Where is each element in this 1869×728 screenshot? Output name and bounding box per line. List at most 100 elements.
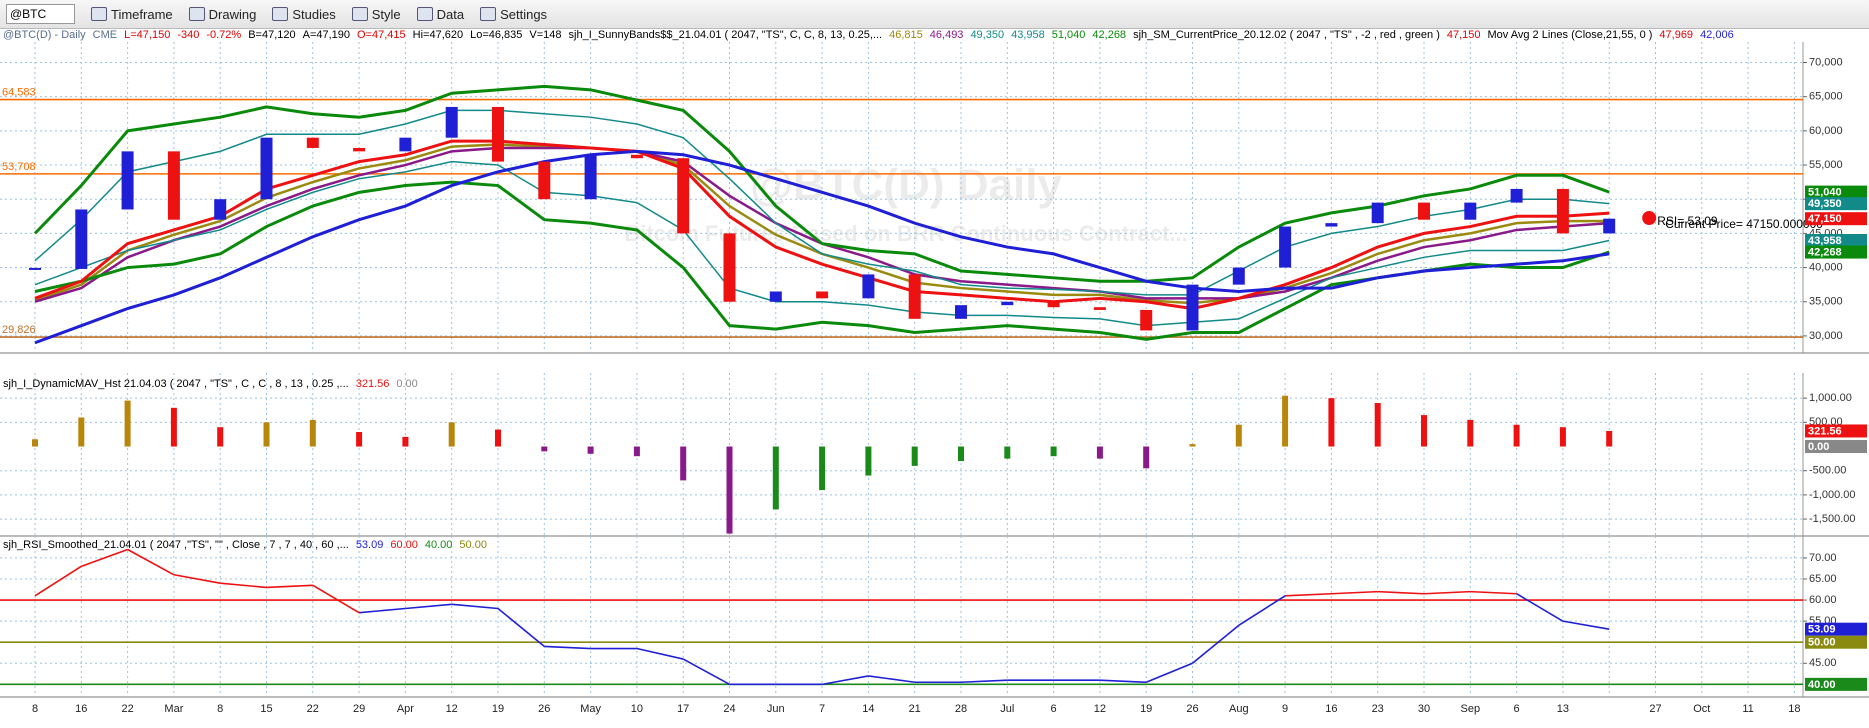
rsi-segment <box>1145 662 1193 683</box>
histogram-bar <box>124 400 131 447</box>
label: Data <box>436 6 465 22</box>
x-tick-label: 23 <box>1372 703 1384 715</box>
candle <box>353 147 366 152</box>
rsi-segment <box>127 548 175 576</box>
x-tick-label: Sep <box>1461 703 1481 715</box>
y-tick-label: 70.00 <box>1809 552 1837 564</box>
price-tag-label: 49,350 <box>1808 198 1842 210</box>
price-tag <box>1805 234 1867 248</box>
histogram-bar <box>263 422 270 447</box>
candle <box>1186 284 1199 331</box>
histogram-bar <box>170 407 177 447</box>
y-tick-label: 30,000 <box>1809 330 1843 342</box>
header-item: -340 <box>177 29 200 41</box>
histogram-bar <box>1374 402 1381 447</box>
toolbar-button[interactable]: Studies <box>272 7 336 22</box>
rsi-segment <box>821 675 869 686</box>
legend-value: 50.00 <box>459 539 487 551</box>
candle <box>862 274 875 299</box>
candle <box>1510 188 1523 203</box>
candle <box>908 274 921 319</box>
histogram-bar <box>309 419 316 447</box>
toolbar-button[interactable]: Settings <box>480 7 547 22</box>
y-tick-label: -1,500.00 <box>1809 513 1855 525</box>
toolbar-button[interactable]: Style <box>351 7 401 22</box>
price-tag-label: 0.00 <box>1808 441 1829 453</box>
histogram-bar <box>772 446 779 510</box>
header-item: 42,006 <box>1700 29 1734 41</box>
candle <box>1325 223 1338 227</box>
x-tick-label: 13 <box>1557 703 1569 715</box>
header-item: Lo=46,835 <box>470 29 523 41</box>
candle <box>677 158 690 234</box>
histogram-bar <box>217 427 224 447</box>
x-tick-label: 24 <box>723 703 735 715</box>
x-tick-label: 26 <box>1186 703 1198 715</box>
rsi-segment <box>1423 590 1471 595</box>
icon <box>351 7 368 21</box>
x-tick-label: Oct <box>1693 703 1710 715</box>
candle <box>1047 301 1060 308</box>
legend-value: 321.56 <box>355 378 390 390</box>
histogram-bar <box>1559 427 1566 447</box>
rsi-segment <box>312 584 360 614</box>
label: Settings <box>500 6 548 22</box>
rsi-segment <box>405 603 452 610</box>
y-tick-label: 35,000 <box>1809 296 1843 308</box>
rsi-segment <box>497 607 545 648</box>
header-item: 42,268 <box>1092 29 1127 41</box>
icon <box>480 7 497 21</box>
x-tick-label: 22 <box>307 703 319 715</box>
histogram-bar <box>1050 446 1057 457</box>
candle <box>955 305 967 319</box>
candle <box>1603 218 1616 234</box>
toolbar-button[interactable]: Drawing <box>188 7 256 22</box>
rsi-segment <box>960 679 1008 684</box>
x-tick-label: 22 <box>121 703 133 715</box>
candle <box>1140 309 1153 331</box>
header-item: B=47,120 <box>248 29 296 41</box>
candle <box>1232 267 1245 285</box>
price-tag-label: 47,150 <box>1808 213 1842 225</box>
candle <box>167 151 180 220</box>
histogram-bar <box>495 429 501 447</box>
candle <box>1418 202 1430 220</box>
x-tick-label: 16 <box>75 703 87 715</box>
y-tick-label: 45.00 <box>1809 657 1837 669</box>
x-tick-label: 12 <box>446 703 458 715</box>
symbol-box[interactable]: @BTC <box>6 4 75 24</box>
histogram-bar <box>78 417 85 447</box>
toolbar-button[interactable]: Timeframe <box>91 7 173 22</box>
y-tick-label: 60,000 <box>1809 125 1843 137</box>
x-tick-label: 17 <box>677 703 689 715</box>
histogram-bar <box>448 422 455 447</box>
x-tick-label: 15 <box>260 703 272 715</box>
header-item: 51,040 <box>1051 29 1086 41</box>
price-tag-label: 50.00 <box>1808 637 1836 649</box>
x-tick-label: 29 <box>353 703 365 715</box>
price-tag <box>1805 677 1867 691</box>
y-tick-label: 60.00 <box>1809 594 1837 606</box>
x-tick-label: 30 <box>1418 703 1430 715</box>
y-tick-label: -1,000.00 <box>1809 489 1855 501</box>
candle <box>492 106 504 162</box>
toolbar-button[interactable]: Data <box>416 6 465 22</box>
price-tag-label: 51,040 <box>1808 187 1842 199</box>
rsi-segment <box>1377 590 1425 595</box>
candle <box>214 199 227 220</box>
header-item: Mov Avg 2 Lines (Close,21,55, 0 ) <box>1487 29 1653 41</box>
legend-value: 60.00 <box>390 539 418 551</box>
histogram-bar <box>541 446 548 452</box>
x-tick-label: 16 <box>1325 703 1337 715</box>
rsi-segment <box>1238 595 1286 627</box>
header-item: A=47,190 <box>302 29 351 41</box>
histogram-bar <box>1235 424 1242 447</box>
header-item: sjh_I_SunnyBands$$_21.04.01 ( 2047, "TS"… <box>568 29 883 41</box>
x-tick-label: Mar <box>164 703 183 715</box>
indicator-line <box>33 84 1610 283</box>
candle <box>306 137 319 148</box>
header-item: -0.72% <box>206 29 242 41</box>
header-item: @BTC(D) - Daily <box>3 29 86 41</box>
x-tick-label: 19 <box>492 703 504 715</box>
price-tag-label: 321.56 <box>1808 425 1842 437</box>
